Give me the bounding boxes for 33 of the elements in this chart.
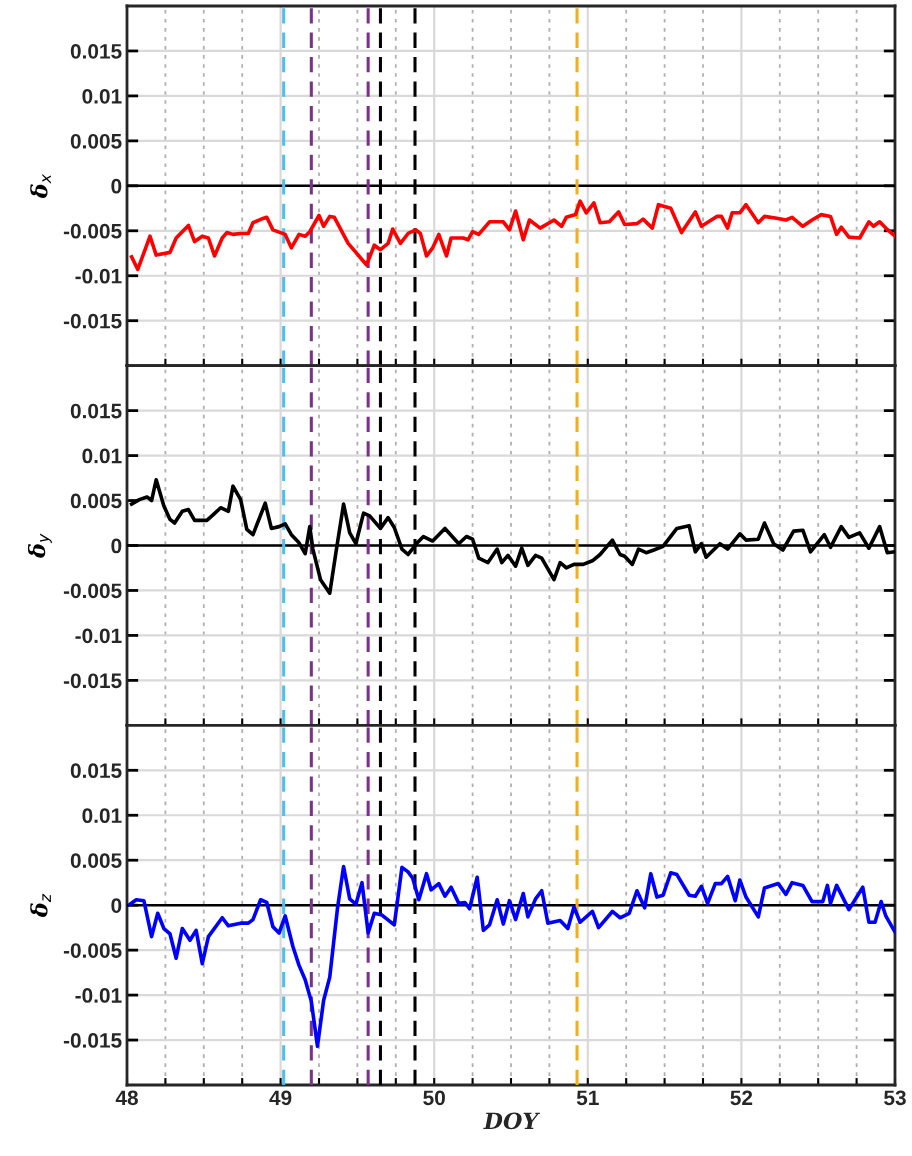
- y-tick-label: 0.01: [82, 88, 122, 104]
- x-tick-label: 53: [884, 1090, 906, 1106]
- y-tick-label: -0.005: [63, 943, 122, 958]
- line-series: [128, 864, 895, 1049]
- y-axis-title: δ$_{y}$: [27, 533, 52, 558]
- y-tick-label: -0.01: [75, 988, 122, 1003]
- y-tick-label: 0.015: [70, 403, 122, 419]
- y-tick-label: -0.015: [63, 313, 122, 329]
- y-tick-label: -0.01: [75, 268, 122, 284]
- line-series: [129, 199, 895, 272]
- y-tick-label: -0.005: [63, 583, 122, 599]
- y-tick-label: 0: [111, 178, 122, 194]
- y-tick-label: 0.015: [70, 43, 122, 59]
- x-tick-label: 50: [423, 1090, 445, 1106]
- y-axis-title: δ$_{x}$: [30, 173, 51, 199]
- y-tick-label: 0: [111, 898, 122, 913]
- y-tick-label: 0.005: [70, 493, 122, 509]
- y-tick-label: 0.015: [70, 763, 122, 779]
- y-tick-label: -0.01: [75, 628, 122, 644]
- x-tick-label: 48: [115, 1090, 138, 1106]
- x-axis-title: DOY: [483, 1112, 541, 1130]
- y-tick-label: 0.005: [70, 853, 122, 868]
- y-tick-label: 0: [111, 538, 122, 554]
- y-axis-title: δ$_{z}$: [30, 893, 51, 917]
- y-tick-label: 0.01: [82, 448, 122, 464]
- y-tick-label: -0.005: [63, 223, 122, 239]
- y-tick-label: -0.015: [63, 673, 122, 689]
- y-tick-label: -0.015: [63, 1033, 122, 1048]
- y-tick-label: 0.01: [82, 808, 122, 823]
- y-tick-label: 0.005: [70, 133, 122, 149]
- x-tick-label: 52: [730, 1090, 753, 1106]
- x-tick-label: 51: [576, 1090, 599, 1106]
- x-tick-label: 49: [269, 1090, 292, 1106]
